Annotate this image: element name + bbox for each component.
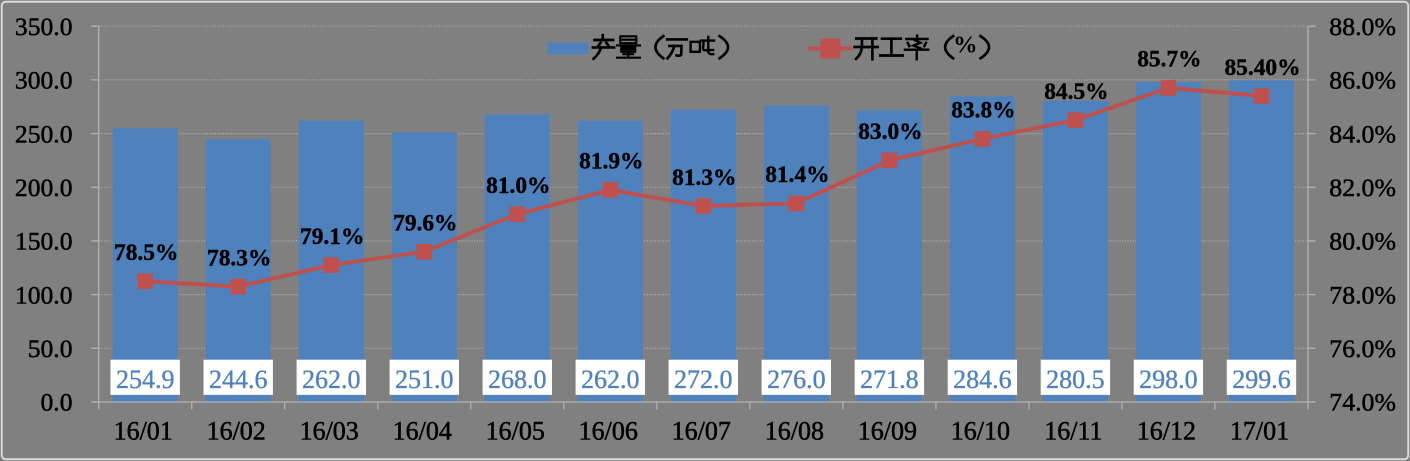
- svg-text:81.3%: 81.3%: [672, 165, 736, 191]
- svg-text:74.0%: 74.0%: [1329, 388, 1396, 417]
- svg-text:0.0: 0.0: [41, 388, 73, 417]
- svg-text:200.0: 200.0: [15, 173, 73, 202]
- svg-text:16/02: 16/02: [207, 417, 266, 446]
- svg-text:272.0: 272.0: [674, 365, 733, 394]
- svg-text:88.0%: 88.0%: [1329, 12, 1396, 41]
- svg-text:16/09: 16/09: [858, 417, 917, 446]
- svg-text:271.8: 271.8: [860, 365, 919, 394]
- svg-text:276.0: 276.0: [767, 365, 826, 394]
- svg-text:16/10: 16/10: [951, 417, 1010, 446]
- svg-text:78.0%: 78.0%: [1329, 280, 1396, 309]
- svg-text:80.0%: 80.0%: [1329, 227, 1396, 256]
- svg-text:76.0%: 76.0%: [1329, 334, 1396, 363]
- svg-text:84.0%: 84.0%: [1329, 119, 1396, 148]
- svg-text:84.5%: 84.5%: [1044, 79, 1108, 105]
- svg-text:299.6: 299.6: [1232, 365, 1291, 394]
- svg-text:82.0%: 82.0%: [1329, 173, 1396, 202]
- svg-text:300.0: 300.0: [15, 66, 73, 95]
- svg-text:85.40%: 85.40%: [1224, 55, 1300, 81]
- svg-text:284.6: 284.6: [953, 365, 1012, 394]
- svg-text:16/08: 16/08: [765, 417, 824, 446]
- svg-text:78.3%: 78.3%: [207, 245, 271, 271]
- svg-text:16/12: 16/12: [1137, 417, 1196, 446]
- svg-text:16/01: 16/01: [114, 417, 173, 446]
- svg-text:81.9%: 81.9%: [579, 149, 643, 175]
- svg-text:298.0: 298.0: [1139, 365, 1198, 394]
- svg-text:244.6: 244.6: [209, 365, 268, 394]
- svg-text:83.0%: 83.0%: [858, 119, 922, 145]
- svg-text:%: %: [953, 32, 978, 59]
- svg-text:250.0: 250.0: [15, 119, 73, 148]
- svg-text:83.8%: 83.8%: [951, 98, 1015, 124]
- svg-text:85.7%: 85.7%: [1137, 47, 1201, 73]
- svg-text:150.0: 150.0: [15, 227, 73, 256]
- svg-text:79.6%: 79.6%: [393, 211, 457, 237]
- svg-text:81.4%: 81.4%: [765, 162, 829, 188]
- svg-text:16/07: 16/07: [672, 417, 731, 446]
- svg-text:81.0%: 81.0%: [486, 173, 550, 199]
- svg-text:251.0: 251.0: [395, 365, 454, 394]
- svg-text:280.5: 280.5: [1046, 365, 1105, 394]
- svg-text:262.0: 262.0: [302, 365, 361, 394]
- svg-text:16/11: 16/11: [1044, 417, 1102, 446]
- svg-text:86.0%: 86.0%: [1329, 66, 1396, 95]
- svg-text:262.0: 262.0: [581, 365, 640, 394]
- svg-text:268.0: 268.0: [488, 365, 547, 394]
- svg-text:78.5%: 78.5%: [114, 240, 178, 266]
- svg-text:17/01: 17/01: [1230, 417, 1289, 446]
- svg-text:16/05: 16/05: [486, 417, 545, 446]
- svg-text:50.0: 50.0: [28, 334, 73, 363]
- svg-text:350.0: 350.0: [15, 12, 73, 41]
- svg-text:16/06: 16/06: [579, 417, 638, 446]
- svg-text:100.0: 100.0: [15, 280, 73, 309]
- svg-text:16/04: 16/04: [393, 417, 452, 446]
- svg-text:79.1%: 79.1%: [300, 224, 364, 250]
- svg-text:254.9: 254.9: [116, 365, 175, 394]
- svg-text:16/03: 16/03: [300, 417, 359, 446]
